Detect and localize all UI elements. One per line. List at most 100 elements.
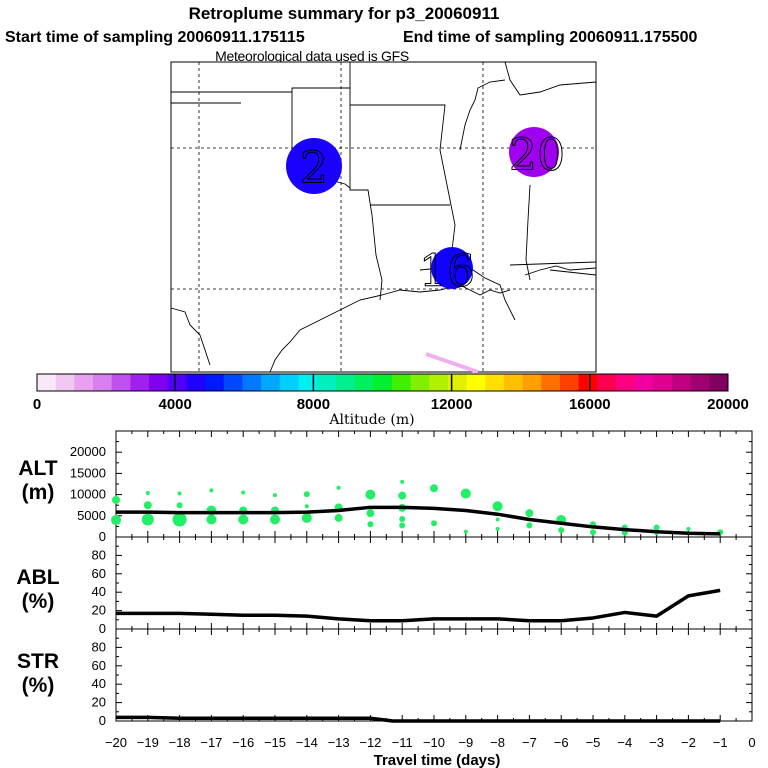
altitude-dot	[336, 485, 341, 490]
cluster-marker-20	[509, 127, 559, 177]
altitude-dot	[525, 509, 534, 518]
x-tick-label: −2	[681, 735, 696, 750]
x-tick-label: −3	[649, 735, 664, 750]
alt-ytick-label: 10000	[70, 487, 106, 502]
altitude-dot	[112, 495, 120, 504]
x-tick-label: −8	[490, 735, 505, 750]
x-tick-label: −4	[617, 735, 632, 750]
colorbar-cell	[261, 374, 281, 391]
x-tick-label: −11	[392, 735, 413, 750]
colorbar-cell	[541, 374, 561, 391]
abl-ytick-label: 40	[92, 584, 106, 599]
x-tick-label: −10	[423, 735, 445, 750]
abl-series-line	[116, 588, 721, 623]
alt-panel: ALT (m) 0 5000 10000 15000 20000	[18, 430, 753, 544]
colorbar-cell	[690, 374, 710, 391]
altitude-dot	[430, 484, 438, 493]
abl-panel-unit: (%)	[22, 590, 55, 613]
x-tick-label: −12	[359, 735, 381, 750]
colorbar-cell	[149, 374, 169, 391]
altitude-dot	[686, 527, 691, 532]
colorbar-cell	[447, 374, 468, 391]
altitude-dot	[304, 504, 309, 509]
colorbar-cell	[111, 374, 131, 391]
alt-ytick-label: 20000	[70, 444, 106, 459]
altitude-dot	[460, 488, 471, 499]
colorbar-tick-label: 8000	[297, 396, 330, 413]
map-frame	[170, 61, 597, 373]
altitude-dot	[206, 514, 217, 525]
alt-panel-label: ALT	[18, 457, 57, 480]
altitude-dot	[209, 488, 214, 493]
colorbar-label: Altitude (m)	[328, 412, 414, 428]
altitude-dot	[398, 491, 407, 500]
altitude-dot	[400, 479, 405, 484]
x-tick-label: −14	[296, 735, 318, 750]
colorbar-tick-label: 12000	[431, 396, 473, 413]
colorbar-cell	[597, 374, 617, 391]
met-data-text: Meteorological data used is GFS	[215, 48, 409, 64]
colorbar-cell	[37, 374, 57, 391]
altitude-dot	[653, 524, 660, 531]
colorbar-cell	[74, 374, 94, 391]
altitude-dot	[177, 491, 182, 496]
colorbar-cell	[485, 374, 505, 391]
altitude-dot	[141, 513, 154, 526]
str-ytick-label: 0	[99, 713, 106, 728]
altitude-dot	[590, 529, 596, 536]
colorbar-cell	[373, 374, 393, 391]
altitude-dot	[334, 513, 343, 522]
abl-ytick-label: 60	[92, 566, 106, 581]
cluster-marker-16	[431, 247, 473, 289]
altitude-dot	[365, 489, 376, 500]
alt-ytick-label: 0	[99, 529, 106, 544]
abl-ytick-label: 80	[92, 547, 106, 562]
colorbar-cell	[410, 374, 430, 391]
x-tick-label: −13	[328, 735, 350, 750]
altitude-dot	[111, 515, 121, 526]
colorbar-cell	[335, 374, 355, 391]
colorbar-cell	[653, 374, 673, 391]
colorbar-cell	[205, 374, 225, 391]
colorbar-cell	[559, 374, 580, 391]
altitude-dot	[145, 491, 150, 496]
colorbar-tick-label: 0	[33, 396, 41, 413]
alt-panel-unit: (m)	[22, 481, 55, 504]
colorbar-cell	[242, 374, 262, 391]
colorbar-tick-label: 20000	[707, 396, 749, 413]
colorbar-cell	[429, 374, 449, 391]
abl-panel: ABL (%) 0 20 40 60 80	[16, 536, 753, 636]
altitude-dot	[495, 527, 500, 532]
x-tick-label: −20	[105, 735, 127, 750]
colorbar-cells	[37, 374, 729, 391]
altitude-dot	[399, 522, 406, 529]
altitude-dot	[273, 493, 277, 498]
str-ytick-label: 80	[92, 639, 106, 654]
alt-ytick-label: 5000	[77, 508, 106, 523]
str-ytick-label: 40	[92, 676, 106, 691]
x-tick-label: −1	[713, 735, 728, 750]
end-time-text: End time of sampling 20060911.175500	[403, 29, 697, 46]
altitude-dot	[270, 514, 280, 525]
altitude-dot	[463, 529, 468, 534]
colorbar-cell	[298, 374, 318, 391]
altitude-dot	[526, 522, 533, 529]
altitude-dot	[241, 490, 246, 495]
colorbar-cell	[391, 374, 412, 391]
colorbar-cell	[522, 374, 542, 391]
str-panel-unit: (%)	[22, 674, 55, 697]
cluster-marker-2	[286, 138, 342, 194]
x-tick-label: 0	[748, 735, 755, 750]
altitude-dot	[366, 509, 375, 518]
colorbar-tick-label: 16000	[569, 396, 611, 413]
altitude-dot	[399, 515, 406, 522]
colorbar-tick-label: 4000	[159, 396, 192, 413]
colorbar-cell	[709, 374, 729, 391]
alt-series-line	[116, 505, 721, 536]
str-panel-label: STR	[17, 650, 59, 673]
colorbar-cell	[354, 374, 374, 391]
altitude-dot	[301, 512, 312, 523]
map-panel: 2 20 16	[170, 61, 597, 374]
x-tick-label: −18	[169, 735, 191, 750]
colorbar-cell	[671, 374, 692, 391]
